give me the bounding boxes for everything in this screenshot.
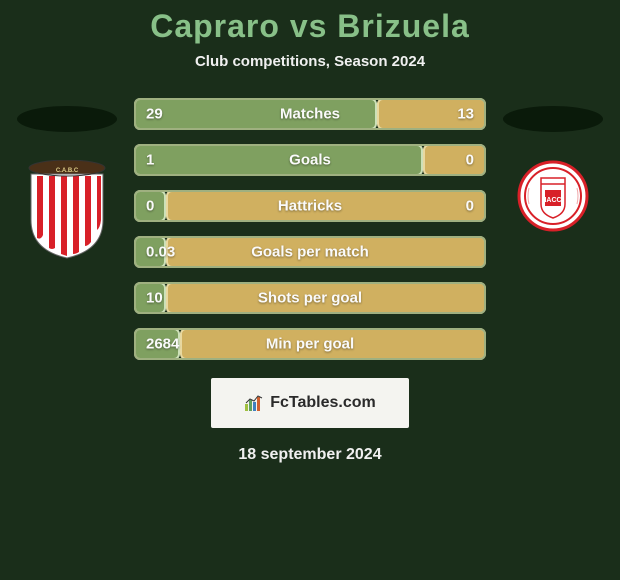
footer-date: 18 september 2024 xyxy=(238,446,381,464)
svg-text:IACC: IACC xyxy=(544,197,561,204)
infographic-container: Capraro vs Brizuela Club competitions, S… xyxy=(0,0,620,580)
stat-label: Shots per goal xyxy=(258,290,362,307)
content-row: C.A.B.C 2913Matches10Goals00Hattricks0.0… xyxy=(0,98,620,360)
stat-bar-row: 1 0 Goals xyxy=(134,144,486,176)
stat-right-value: 0 xyxy=(466,152,474,169)
stat-left-value: 0 xyxy=(146,198,154,215)
stat-bar-left-fill xyxy=(134,144,423,176)
bar-chart-icon xyxy=(244,394,264,412)
left-player-col: C.A.B.C xyxy=(12,98,122,260)
stat-label: Goals per match xyxy=(251,244,369,261)
page-title: Capraro vs Brizuela xyxy=(150,8,470,45)
stat-bar-row: 10 Shots per goal xyxy=(134,282,486,314)
svg-text:C.A.B.C: C.A.B.C xyxy=(56,168,79,174)
stat-right-value: 13 xyxy=(457,106,474,123)
stat-label: Hattricks xyxy=(278,198,342,215)
stat-right-value: 0 xyxy=(466,198,474,215)
left-shadow-ellipse xyxy=(17,106,117,132)
left-club-crest: C.A.B.C xyxy=(27,160,107,260)
stat-bar-right-fill xyxy=(423,144,486,176)
stat-bars: 2913Matches10Goals00Hattricks0.03Goals p… xyxy=(134,98,486,360)
right-shadow-ellipse xyxy=(503,106,603,132)
stat-bar-row: 2684 Min per goal xyxy=(134,328,486,360)
stat-bar-row: 29 13 Matches xyxy=(134,98,486,130)
page-subtitle: Club competitions, Season 2024 xyxy=(195,53,425,70)
stat-bar-left-fill xyxy=(134,98,377,130)
stat-left-value: 29 xyxy=(146,106,163,123)
right-club-crest: IACC xyxy=(517,160,589,232)
stat-label: Goals xyxy=(289,152,331,169)
stat-label: Min per goal xyxy=(266,336,354,353)
stat-left-value: 0.03 xyxy=(146,244,175,261)
stat-bar-row: 0.03 Goals per match xyxy=(134,236,486,268)
fctables-logo-box: FcTables.com xyxy=(211,378,409,428)
stat-left-value: 1 xyxy=(146,152,154,169)
right-player-col: IACC xyxy=(498,98,608,232)
stat-left-value: 10 xyxy=(146,290,163,307)
fctables-logo-text: FcTables.com xyxy=(270,394,376,412)
stat-left-value: 2684 xyxy=(146,336,179,353)
stat-bar-row: 0 0 Hattricks xyxy=(134,190,486,222)
stat-label: Matches xyxy=(280,106,340,123)
